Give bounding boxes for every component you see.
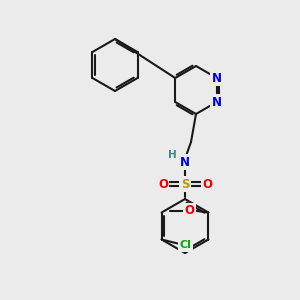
Text: O: O [202,178,212,190]
Text: O: O [184,204,194,217]
Text: N: N [180,155,190,169]
Text: N: N [212,71,222,85]
Text: H: H [168,150,176,160]
Text: Cl: Cl [180,241,192,250]
Text: O: O [158,178,168,190]
Text: S: S [181,178,189,190]
Text: N: N [212,95,222,109]
